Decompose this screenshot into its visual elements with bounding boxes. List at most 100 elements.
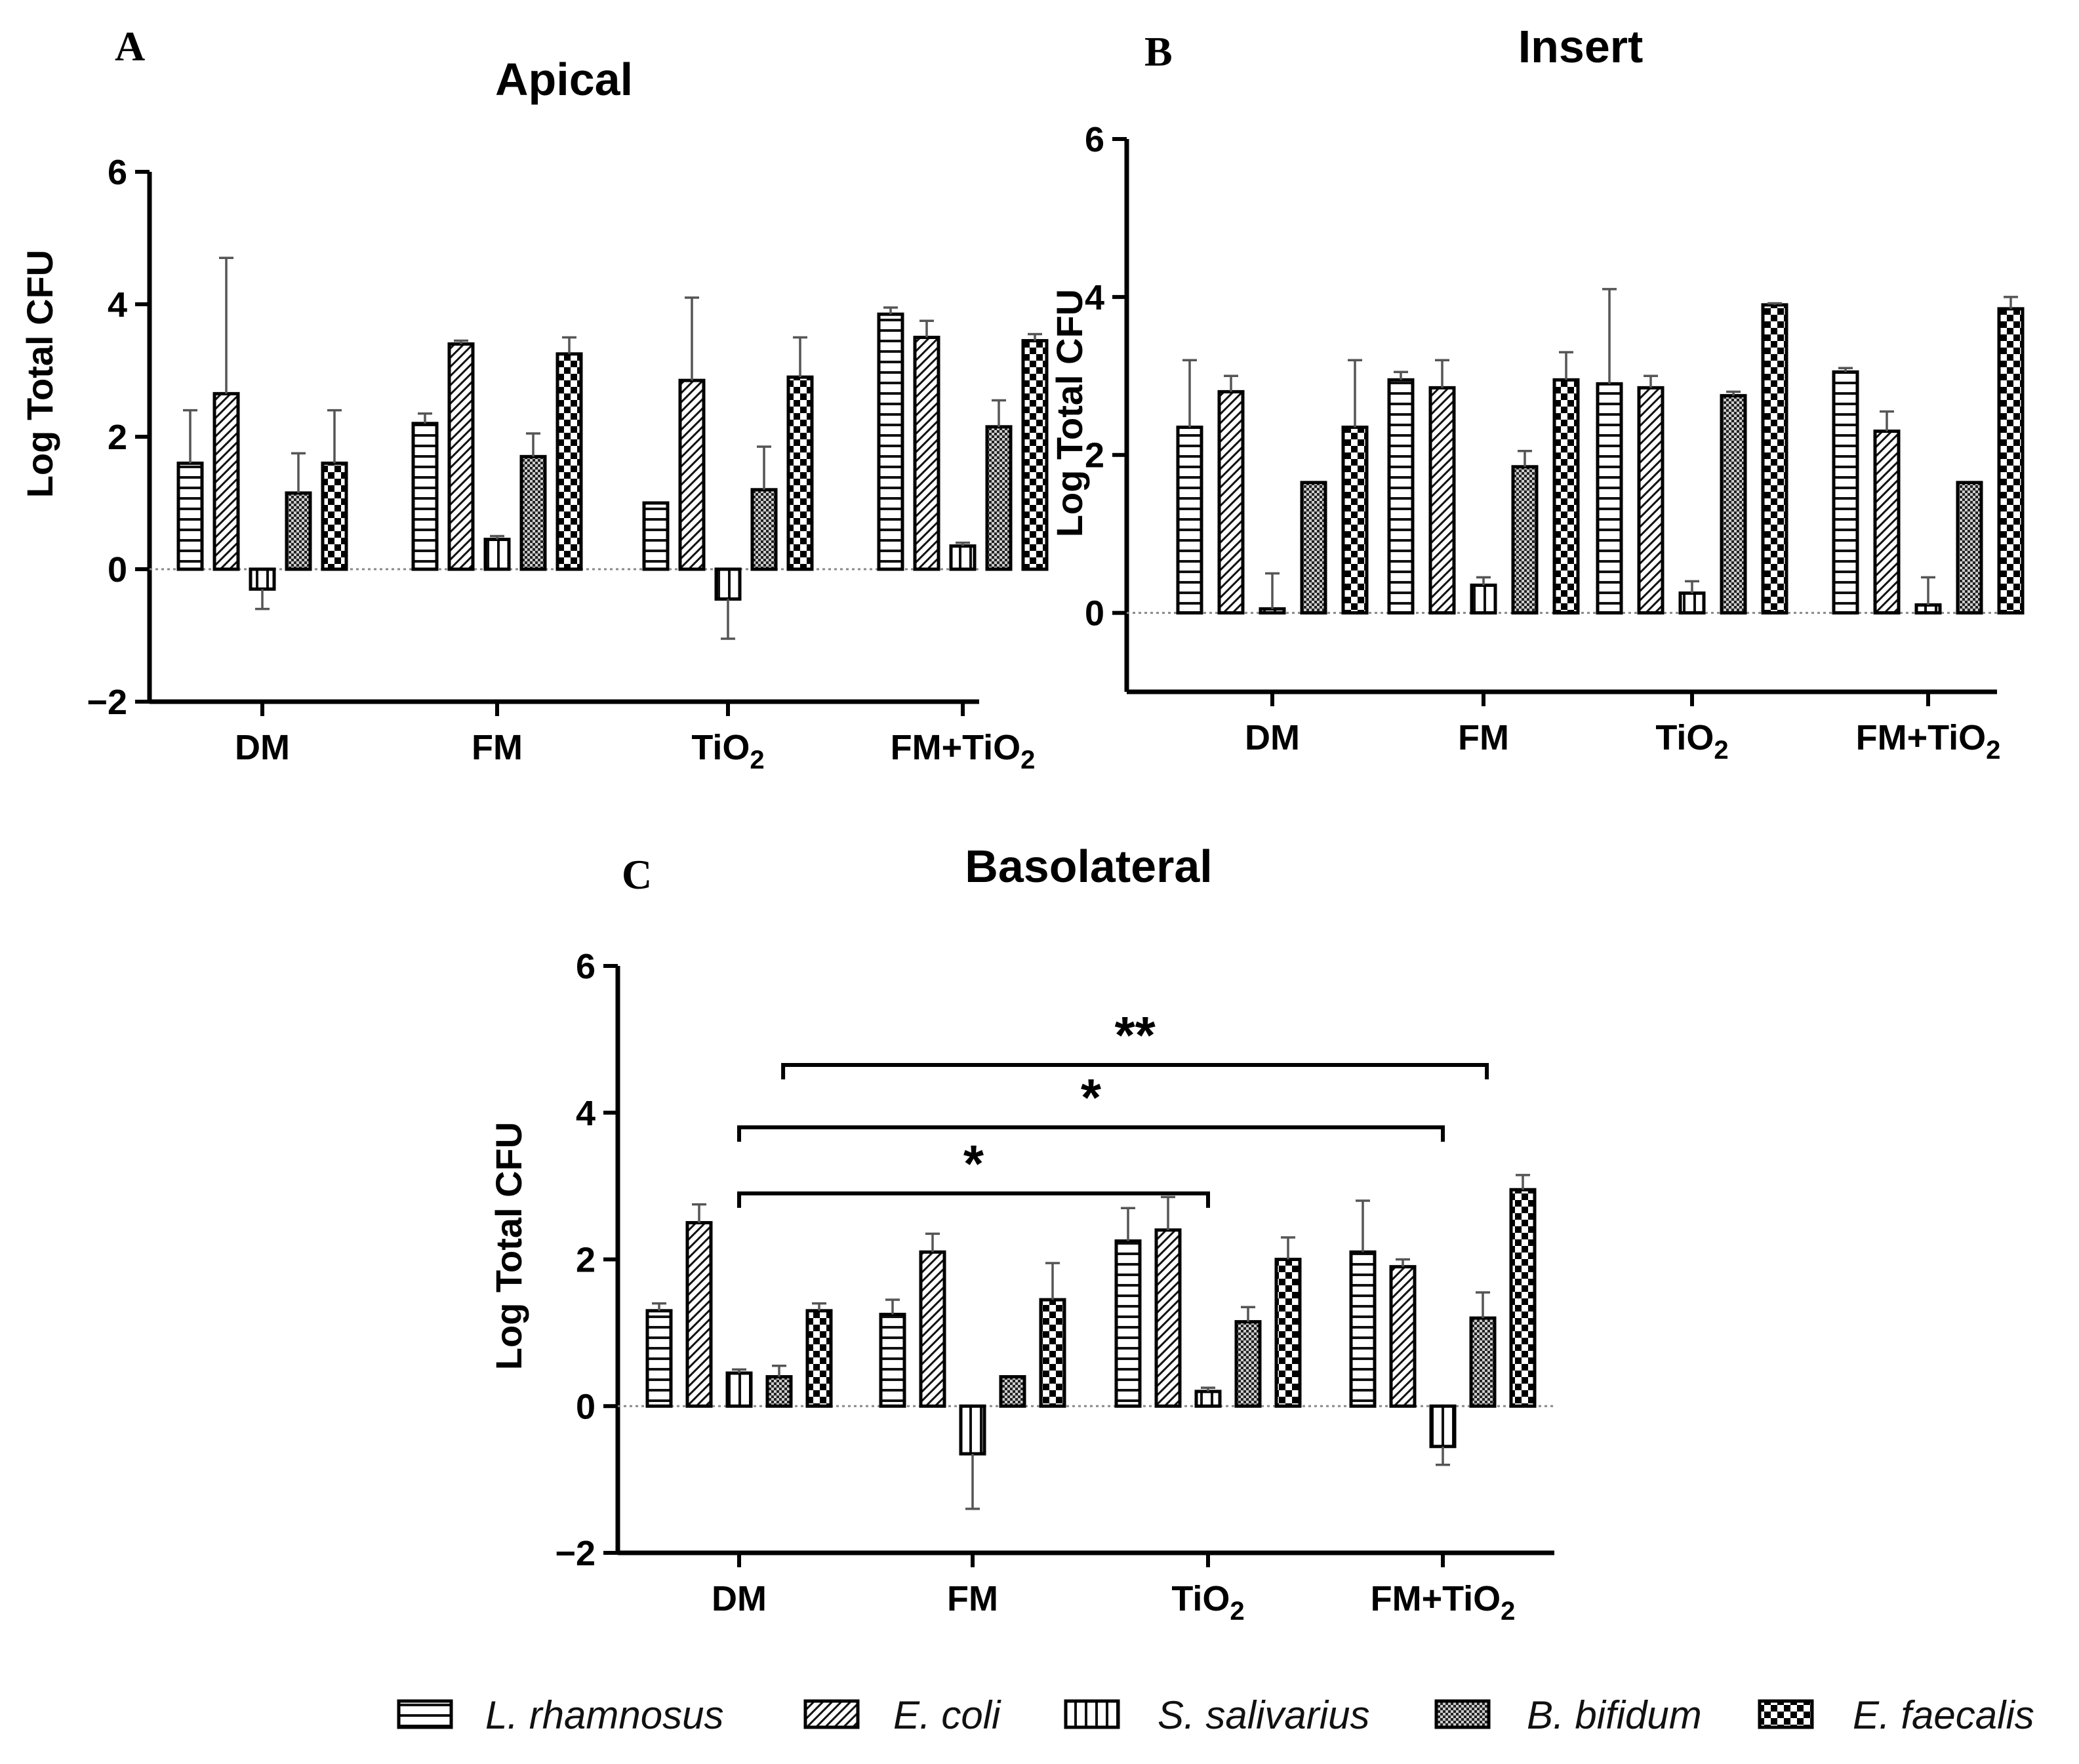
bar xyxy=(1217,390,1245,615)
bar xyxy=(750,488,778,571)
bar xyxy=(949,544,977,571)
legend-label: E. coli xyxy=(893,1693,1001,1737)
legend-item: B. bifidum xyxy=(1434,1693,1702,1737)
legend-label: L. rhamnosus xyxy=(485,1693,724,1737)
x-tick-label: FM+TiO2 xyxy=(1371,1579,1516,1626)
bar xyxy=(1429,1404,1457,1449)
legend-swatch xyxy=(1434,1699,1491,1729)
y-tick-label: 4 xyxy=(108,285,127,325)
x-tick-label: DM xyxy=(235,728,290,767)
significance-label: * xyxy=(963,1134,984,1193)
bar xyxy=(285,491,312,571)
bar xyxy=(1176,426,1203,615)
bar xyxy=(1509,1188,1537,1408)
y-tick-label: 4 xyxy=(1085,278,1104,317)
y-tick-label: 0 xyxy=(1085,594,1104,633)
bar xyxy=(877,312,904,571)
x-tick-label: TiO2 xyxy=(1655,718,1728,765)
significance-bracket xyxy=(737,1125,1445,1142)
y-axis-label: Log Total CFU xyxy=(1049,289,1090,537)
chart-title: Apical xyxy=(495,54,633,105)
panel-insert: B Insert Log Total CFU 0 2 4 6 DM FM TiO2 FM+Ti… xyxy=(1049,21,2025,765)
bar xyxy=(1511,465,1539,615)
y-tick-label: 2 xyxy=(1085,436,1104,475)
chart-title: Insert xyxy=(1518,21,1644,72)
y-tick-label: 4 xyxy=(576,1094,595,1133)
bar xyxy=(1154,1228,1182,1408)
legend-swatch xyxy=(803,1699,860,1729)
bar xyxy=(1300,481,1327,615)
x-tick-label: DM xyxy=(1245,718,1300,757)
bar xyxy=(919,1250,946,1408)
legend-swatch xyxy=(1064,1699,1120,1729)
bar xyxy=(1678,591,1706,615)
bar xyxy=(999,1375,1026,1408)
legend-label: E. faecalis xyxy=(1853,1693,2034,1737)
bar xyxy=(1997,307,2025,615)
bar xyxy=(985,425,1013,571)
bar xyxy=(1259,607,1286,615)
bar xyxy=(959,1404,986,1456)
significance-label: ** xyxy=(1114,1006,1156,1064)
bar xyxy=(642,501,670,571)
x-tick-label: FM+TiO2 xyxy=(1856,718,2001,765)
bar xyxy=(1914,603,1942,615)
y-axis-label: Log Total CFU xyxy=(19,250,60,498)
y-tick-label: −2 xyxy=(555,1534,595,1573)
bar xyxy=(212,391,240,571)
bar xyxy=(1274,1258,1302,1408)
plot-area: 0 2 4 6 DM FM TiO2 FM+TiO2 xyxy=(1085,120,2025,765)
bar xyxy=(1873,430,1901,615)
legend-item: E. faecalis xyxy=(1758,1693,2034,1737)
legend-item: L. rhamnosus xyxy=(397,1693,724,1737)
bar xyxy=(685,1221,713,1408)
bar xyxy=(1234,1320,1262,1408)
y-tick-label: 0 xyxy=(576,1387,595,1426)
x-tick-label: FM+TiO2 xyxy=(891,728,1036,774)
y-tick-label: −2 xyxy=(87,683,127,722)
legend-label: B. bifidum xyxy=(1527,1693,1702,1737)
legend: L. rhamnosus E. coli S. salivarius B. bi… xyxy=(397,1693,2034,1737)
panel-letter: C xyxy=(622,851,652,898)
bar xyxy=(176,461,204,571)
legend-label: S. salivarius xyxy=(1158,1693,1369,1737)
y-tick-label: 6 xyxy=(576,947,595,986)
bar xyxy=(321,461,348,571)
x-tick-label: FM xyxy=(472,728,523,767)
chart-title: Basolateral xyxy=(965,841,1212,892)
legend-swatch xyxy=(397,1699,453,1729)
bar xyxy=(411,422,439,571)
bar xyxy=(519,454,547,571)
bar xyxy=(805,1309,833,1408)
y-tick-label: 6 xyxy=(1085,120,1104,159)
bar xyxy=(1428,386,1456,615)
significance-bracket xyxy=(737,1191,1210,1208)
bar xyxy=(555,352,583,571)
significance-label: * xyxy=(1081,1068,1102,1127)
panel-letter: B xyxy=(1144,28,1173,75)
bar xyxy=(1470,583,1497,615)
y-tick-label: 0 xyxy=(108,550,127,590)
y-axis-label: Log Total CFU xyxy=(488,1122,529,1370)
bar xyxy=(1387,378,1415,615)
x-tick-label: TiO2 xyxy=(691,728,764,774)
bar xyxy=(879,1312,906,1408)
bar xyxy=(1761,303,1788,615)
bar xyxy=(1341,426,1369,615)
bar xyxy=(714,567,742,601)
x-tick-label: DM xyxy=(712,1579,767,1618)
bar xyxy=(678,378,706,571)
bar xyxy=(725,1371,753,1408)
bar xyxy=(645,1309,673,1408)
bar xyxy=(1552,378,1580,615)
plot-area: −2 0 2 4 6 DM FM TiO2 FM+TiO2 xyxy=(87,153,1049,774)
bar xyxy=(1956,481,1983,615)
x-tick-label: FM xyxy=(947,1579,998,1618)
bar xyxy=(249,567,276,591)
panel-basolateral: C Basolateral Log Total CFU −2 0 2 4 6 DM FM Ti… xyxy=(488,841,1554,1626)
bar xyxy=(1114,1239,1142,1408)
y-tick-label: 2 xyxy=(108,418,127,457)
bar xyxy=(1596,382,1623,615)
